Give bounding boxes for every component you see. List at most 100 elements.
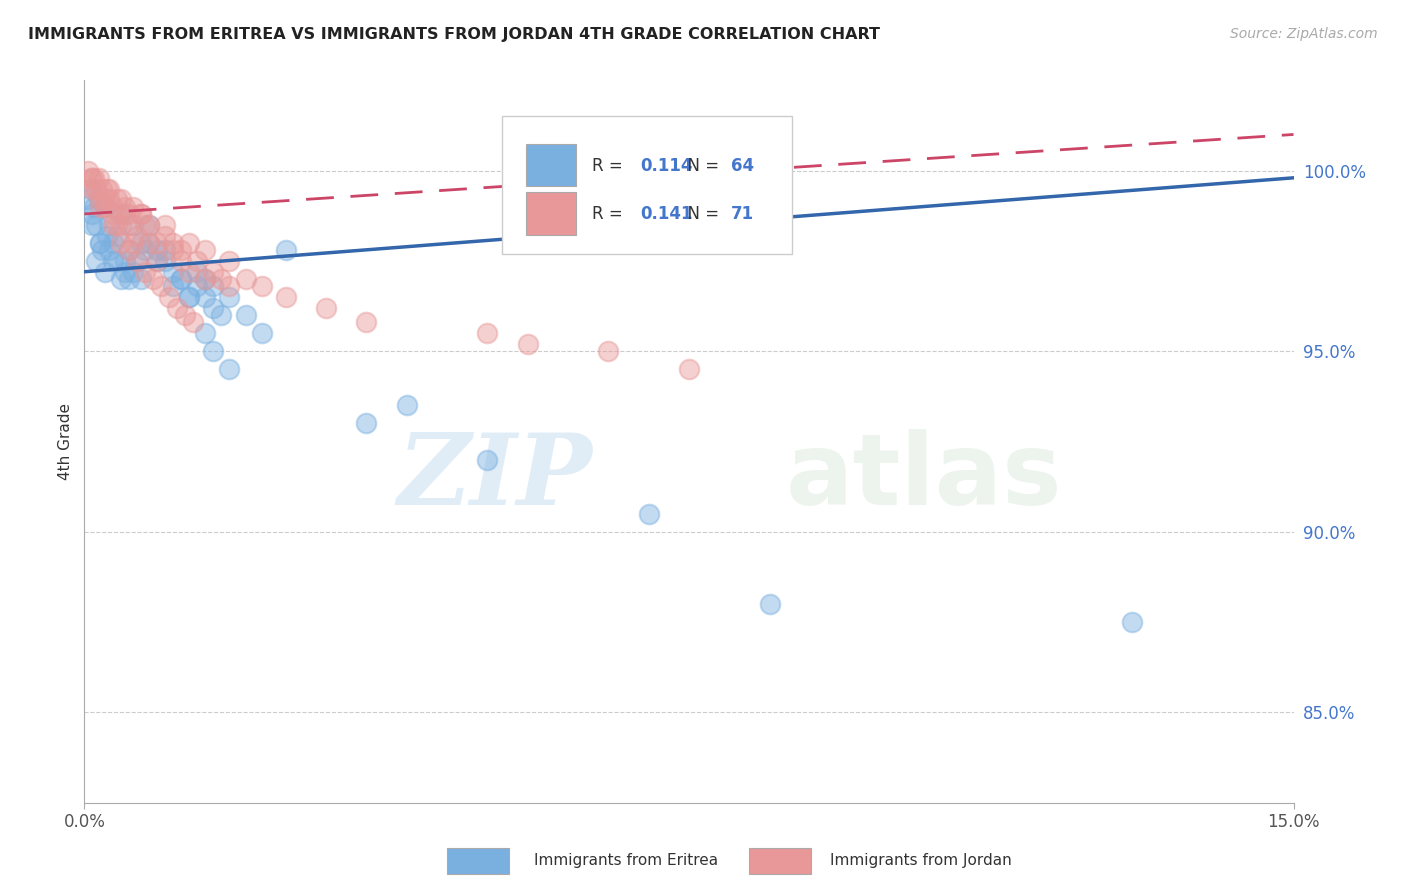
Point	[83, 170, 105, 185]
Text: Immigrants from Jordan: Immigrants from Jordan	[830, 854, 1011, 868]
Point	[96, 182, 118, 196]
Point	[202, 265, 225, 279]
Point	[129, 235, 152, 250]
Point	[598, 344, 620, 359]
Point	[87, 193, 110, 207]
Point	[1121, 615, 1143, 630]
FancyBboxPatch shape	[526, 193, 576, 235]
Point	[170, 254, 193, 268]
Point	[356, 315, 378, 329]
Point	[315, 301, 337, 315]
Point	[153, 218, 176, 232]
Point	[101, 235, 124, 250]
Point	[170, 272, 193, 286]
Point	[134, 265, 156, 279]
Point	[105, 218, 128, 232]
Point	[477, 452, 499, 467]
Point	[87, 170, 110, 185]
Point	[82, 182, 104, 196]
Point	[179, 235, 201, 250]
Point	[129, 207, 152, 221]
Point	[129, 207, 152, 221]
Point	[93, 200, 115, 214]
Text: 71: 71	[731, 205, 755, 223]
Text: 64: 64	[731, 156, 755, 175]
Y-axis label: 4th Grade: 4th Grade	[58, 403, 73, 480]
Point	[118, 218, 141, 232]
Point	[105, 193, 128, 207]
Point	[477, 326, 499, 341]
Point	[162, 279, 184, 293]
Point	[105, 228, 128, 243]
Text: Source: ZipAtlas.com: Source: ZipAtlas.com	[1230, 27, 1378, 41]
Point	[80, 182, 103, 196]
Point	[101, 207, 124, 221]
Point	[89, 235, 111, 250]
Point	[174, 308, 197, 322]
Point	[97, 182, 120, 196]
Point	[166, 301, 188, 315]
Point	[125, 254, 148, 268]
Point	[125, 254, 148, 268]
Point	[274, 243, 297, 257]
Point	[125, 228, 148, 243]
Point	[209, 308, 232, 322]
FancyBboxPatch shape	[526, 144, 576, 186]
Point	[142, 272, 165, 286]
Text: N =: N =	[676, 156, 724, 175]
Point	[96, 228, 118, 243]
Point	[218, 279, 240, 293]
Point	[134, 218, 156, 232]
Point	[101, 218, 124, 232]
Point	[86, 254, 108, 268]
Point	[153, 254, 176, 268]
Point	[89, 235, 111, 250]
Point	[118, 243, 141, 257]
Point	[91, 182, 114, 196]
Point	[93, 200, 115, 214]
Text: R =: R =	[592, 156, 628, 175]
Point	[162, 265, 184, 279]
Point	[157, 290, 180, 304]
Point	[110, 218, 132, 232]
Point	[186, 265, 208, 279]
Point	[110, 193, 132, 207]
Point	[758, 597, 780, 611]
Point	[146, 243, 169, 257]
Point	[129, 272, 152, 286]
Point	[149, 279, 172, 293]
Point	[110, 235, 132, 250]
Point	[162, 243, 184, 257]
Point	[83, 200, 105, 214]
Point	[110, 207, 132, 221]
Point	[80, 170, 103, 185]
Point	[82, 218, 104, 232]
Point	[153, 228, 176, 243]
Point	[138, 218, 160, 232]
Point	[91, 243, 114, 257]
Text: N =: N =	[676, 205, 724, 223]
Point	[121, 218, 143, 232]
Point	[118, 243, 141, 257]
Point	[218, 362, 240, 376]
Point	[209, 272, 232, 286]
Point	[181, 315, 204, 329]
Text: atlas: atlas	[786, 429, 1063, 526]
Point	[250, 326, 273, 341]
Point	[114, 254, 136, 268]
Point	[77, 163, 100, 178]
Point	[134, 243, 156, 257]
Point	[86, 182, 108, 196]
Point	[97, 243, 120, 257]
Point	[194, 243, 217, 257]
Point	[146, 235, 169, 250]
Point	[250, 279, 273, 293]
Text: IMMIGRANTS FROM ERITREA VS IMMIGRANTS FROM JORDAN 4TH GRADE CORRELATION CHART: IMMIGRANTS FROM ERITREA VS IMMIGRANTS FR…	[28, 27, 880, 42]
Point	[121, 265, 143, 279]
Point	[235, 272, 257, 286]
Point	[118, 207, 141, 221]
Point	[138, 235, 160, 250]
Point	[218, 290, 240, 304]
Point	[516, 337, 538, 351]
Point	[179, 290, 201, 304]
